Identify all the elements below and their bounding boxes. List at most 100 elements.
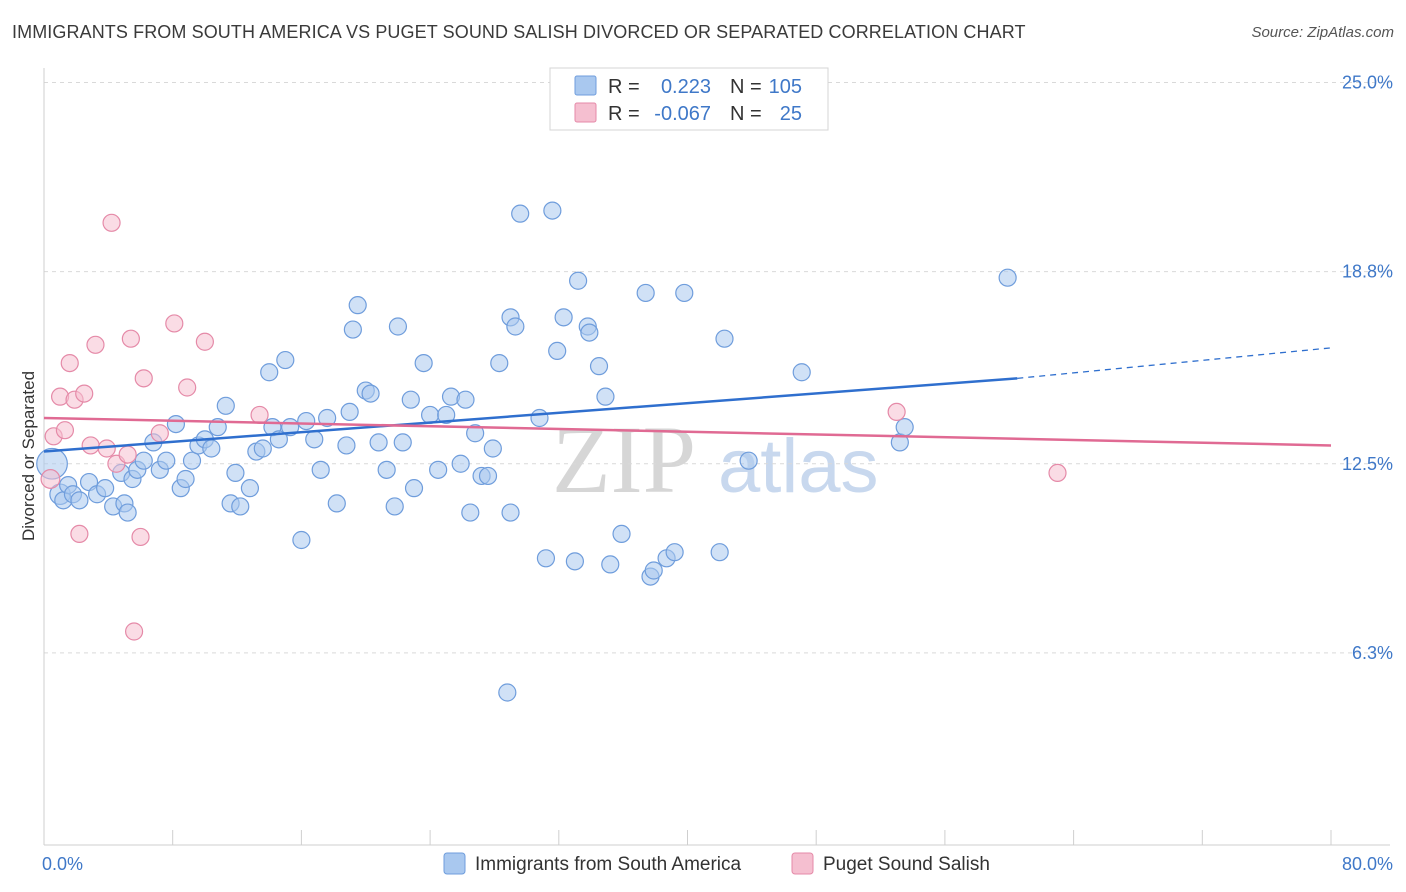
immigrants-point-70 [490, 354, 509, 373]
bottom-legend-label-2: Puget Sound Salish [823, 854, 990, 875]
immigrants-point-73 [506, 317, 525, 336]
salish-point-14 [121, 329, 140, 348]
salish-point-13 [118, 445, 137, 464]
salish-point-22 [250, 405, 269, 425]
legend-n-value-2: 25 [780, 103, 802, 125]
immigrants-point-39 [292, 530, 311, 550]
series-legend: Immigrants from South America Puget Soun… [443, 852, 990, 875]
immigrants-point-101 [498, 683, 517, 702]
immigrants-point-99 [895, 418, 914, 437]
immigrants-point-85 [596, 387, 615, 406]
immigrants-point-90 [644, 561, 663, 580]
immigrants-point-77 [543, 201, 562, 220]
source-credit: Source: ZipAtlas.com [1251, 24, 1394, 41]
immigrants-point-95 [715, 329, 734, 348]
immigrants-point-83 [580, 323, 599, 342]
immigrants-point-100 [998, 268, 1017, 287]
salish-point-16 [131, 527, 150, 547]
legend-swatch-pink [574, 102, 597, 123]
immigrants-point-76 [536, 549, 556, 568]
immigrants-point-22 [182, 451, 202, 470]
trendline-immigrants [43, 377, 1018, 453]
trendlines [43, 347, 1332, 453]
stats-legend: R = 0.223 N = 105 R = -0.067 N = 25 [549, 67, 829, 131]
y-tick-label-1: 18.8% [1342, 262, 1393, 282]
salish-point-15 [124, 622, 144, 641]
x-tick-marks [43, 830, 1332, 845]
immigrants-point-74 [511, 204, 530, 223]
salish-point-3 [55, 421, 75, 440]
immigrants-point-81 [569, 271, 588, 290]
immigrants-point-52 [377, 460, 396, 479]
immigrants-point-58 [414, 354, 433, 373]
immigrants-point-84 [589, 357, 609, 376]
immigrants-point-65 [461, 503, 480, 522]
immigrants-point-80 [565, 552, 584, 571]
immigrants-point-55 [393, 433, 412, 452]
immigrants-point-50 [361, 384, 380, 403]
immigrants-point-88 [636, 283, 655, 303]
salish-point-21 [195, 332, 214, 351]
salish-point-17 [134, 369, 153, 388]
salish-point-0 [40, 469, 61, 489]
trendline-immigrants-extension [1017, 347, 1332, 379]
immigrants-point-40 [297, 411, 316, 431]
immigrants-point-19 [166, 415, 186, 434]
immigrants-point-64 [456, 390, 475, 409]
immigrants-point-51 [369, 433, 388, 452]
salish-point-11 [102, 213, 121, 232]
immigrants-point-63 [451, 454, 470, 473]
immigrants-point-69 [483, 439, 502, 458]
salish-point-7 [75, 384, 94, 403]
salish-point-4 [60, 354, 79, 373]
y-tick-label-2: 12.5% [1342, 454, 1393, 474]
watermark-zip: ZIP [552, 406, 696, 513]
salish-point-23 [887, 402, 906, 421]
series-salish-points [40, 213, 1067, 641]
immigrants-point-66 [466, 424, 485, 443]
immigrants-point-75 [530, 408, 549, 428]
legend-r-value-1: 0.223 [661, 76, 711, 98]
immigrants-point-30 [231, 497, 250, 516]
x-tick-label-min: 0.0% [42, 854, 83, 874]
immigrants-point-45 [337, 436, 356, 455]
immigrants-point-43 [318, 408, 337, 428]
trendline-salish [43, 416, 1332, 447]
immigrants-point-57 [404, 479, 424, 498]
immigrants-point-68 [478, 466, 498, 486]
immigrants-point-41 [305, 430, 324, 449]
immigrants-point-61 [437, 405, 456, 425]
immigrants-point-18 [157, 451, 176, 470]
immigrants-point-44 [327, 494, 346, 513]
immigrants-point-60 [429, 460, 448, 479]
immigrants-point-15 [134, 451, 153, 470]
immigrants-point-47 [343, 320, 362, 339]
chart-title: IMMIGRANTS FROM SOUTH AMERICA VS PUGET S… [12, 22, 1026, 42]
immigrants-point-5 [70, 491, 89, 510]
immigrants-point-33 [253, 439, 272, 458]
immigrants-point-42 [311, 460, 330, 479]
immigrants-point-79 [554, 308, 573, 327]
immigrants-point-46 [340, 402, 359, 421]
salish-point-8 [81, 436, 100, 455]
immigrants-point-97 [792, 363, 811, 382]
bottom-legend-swatch-blue [443, 852, 466, 875]
immigrants-point-93 [675, 283, 694, 303]
immigrants-point-12 [118, 503, 137, 522]
immigrants-point-92 [665, 543, 684, 562]
legend-swatch-blue [574, 75, 597, 96]
legend-r-label-2: R = [608, 103, 640, 125]
salish-point-18 [150, 424, 169, 443]
y-tick-label-0: 25.0% [1342, 73, 1393, 93]
immigrants-point-25 [202, 439, 221, 458]
immigrants-point-27 [216, 396, 235, 415]
immigrants-point-96 [739, 451, 758, 470]
immigrants-point-94 [710, 543, 729, 562]
salish-point-9 [86, 335, 105, 354]
immigrants-point-86 [601, 555, 620, 574]
immigrants-point-34 [260, 363, 279, 382]
legend-r-label-1: R = [608, 76, 640, 98]
immigrants-point-48 [348, 296, 367, 315]
y-tick-label-3: 6.3% [1352, 643, 1393, 663]
